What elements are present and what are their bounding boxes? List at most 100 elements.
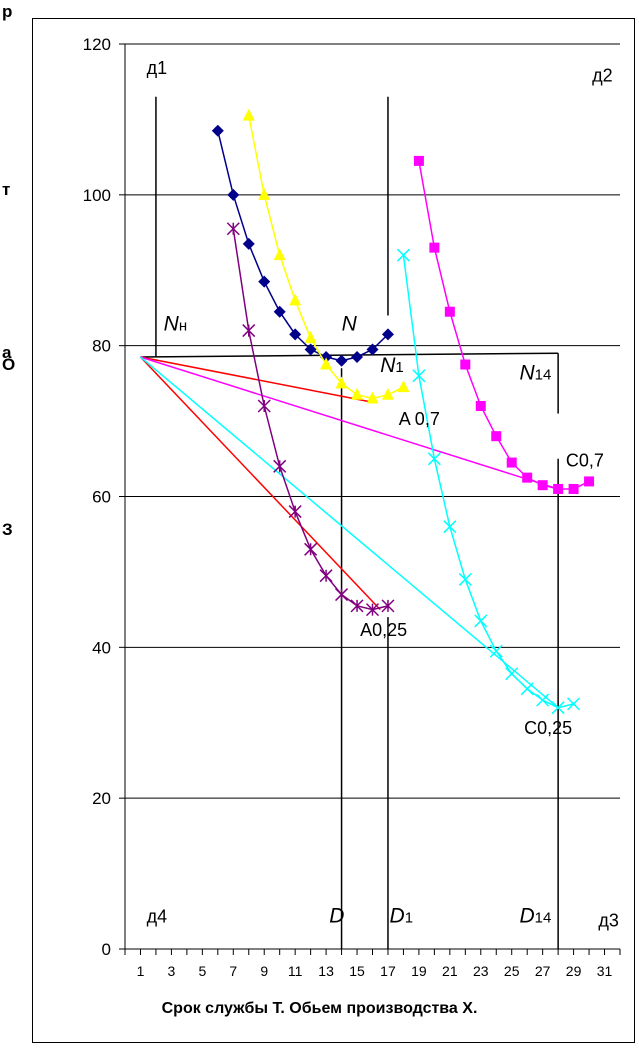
- y-tick-label: 80: [92, 337, 111, 356]
- data-point: [365, 603, 380, 617]
- annotation-label: A0,25: [360, 620, 407, 640]
- annotation-label: д4: [147, 907, 168, 927]
- data-point: [335, 376, 348, 389]
- data-point: [366, 391, 379, 404]
- x-tick-label: 29: [566, 963, 582, 979]
- annotation-label: D14: [519, 905, 551, 928]
- data-point: [226, 222, 240, 236]
- data-point: [381, 328, 394, 341]
- ray-line: [140, 356, 373, 403]
- chart-frame: [32, 18, 635, 1043]
- data-point: [413, 155, 424, 166]
- data-point: [522, 472, 533, 483]
- x-tick-label: 1: [137, 963, 145, 979]
- data-point: [273, 248, 286, 261]
- x-tick-label: 3: [168, 963, 176, 979]
- annotation-label: A 0,7: [399, 409, 440, 429]
- data-point: [350, 599, 364, 613]
- data-point: [474, 614, 488, 628]
- data-point: [536, 693, 550, 707]
- data-point: [458, 572, 472, 586]
- data-point: [257, 399, 271, 413]
- data-point: [258, 187, 271, 200]
- data-point: [335, 588, 349, 602]
- data-point: [242, 237, 255, 250]
- reference-line: [140, 352, 559, 358]
- annotation-label: д1: [147, 58, 168, 78]
- data-point: [396, 248, 410, 262]
- data-point: [289, 293, 302, 306]
- x-tick-label: 17: [380, 963, 396, 979]
- annotation-label: N14: [519, 362, 551, 385]
- y-axis-title-letter: т: [2, 180, 11, 199]
- data-point: [289, 328, 302, 341]
- data-point: [242, 324, 256, 338]
- annotation-label: д3: [598, 910, 619, 930]
- series-line: [217, 130, 389, 362]
- data-point: [412, 369, 426, 383]
- y-tick-label: 120: [83, 35, 111, 54]
- annotation-label: Nн: [164, 313, 187, 336]
- data-point: [460, 359, 471, 370]
- x-tick-label: 15: [349, 963, 365, 979]
- y-tick-label: 40: [92, 638, 111, 657]
- data-point: [335, 354, 348, 367]
- x-axis-title: Срок службы Т. Обьем производства Х.: [161, 1000, 478, 1017]
- y-axis-title-letter: а: [2, 343, 12, 362]
- x-tick-label: 21: [442, 963, 458, 979]
- data-point: [351, 387, 364, 400]
- x-tick-label: 19: [411, 963, 427, 979]
- y-tick-label: 60: [92, 488, 111, 507]
- data-point: [568, 483, 579, 494]
- annotation-label: C0,25: [524, 718, 572, 738]
- data-point: [444, 306, 455, 317]
- x-tick-label: 11: [288, 963, 303, 979]
- data-point: [351, 350, 364, 363]
- x-tick-label: 5: [198, 963, 206, 979]
- y-axis-title-letter: О: [2, 355, 16, 374]
- y-axis-title-letter: З: [2, 520, 13, 539]
- data-point: [273, 305, 286, 318]
- data-point: [227, 188, 240, 201]
- series-line: [402, 255, 574, 709]
- data-point: [273, 459, 287, 473]
- x-tick-label: 7: [229, 963, 237, 979]
- data-point: [397, 380, 410, 393]
- x-tick-label: 25: [504, 963, 520, 979]
- y-tick-label: 100: [83, 186, 111, 205]
- data-point: [304, 343, 317, 356]
- ray-line: [140, 356, 559, 490]
- data-point: [288, 505, 302, 519]
- data-point: [475, 401, 486, 411]
- series-line: [418, 160, 590, 490]
- data-point: [553, 483, 564, 494]
- data-point: [242, 108, 255, 121]
- y-tick-label: 0: [102, 940, 111, 959]
- x-tick-label: 9: [260, 963, 268, 979]
- data-point: [366, 343, 379, 356]
- data-point: [427, 452, 441, 466]
- annotation-label: C0,7: [566, 450, 604, 470]
- data-point: [304, 542, 318, 556]
- annotation-label: D1: [390, 905, 414, 928]
- x-tick-label: 13: [318, 963, 334, 979]
- data-point: [551, 701, 565, 715]
- ray-line: [139, 356, 381, 611]
- x-tick-label: 27: [535, 963, 551, 979]
- x-tick-label: 31: [597, 963, 613, 979]
- data-point: [567, 697, 581, 711]
- annotation-label: N1: [380, 354, 404, 377]
- ray-line: [139, 356, 559, 709]
- data-point: [381, 387, 394, 400]
- y-axis-title-letter: р: [2, 2, 13, 21]
- data-point: [506, 457, 517, 468]
- annotation-label: N: [342, 313, 358, 336]
- data-point: [381, 599, 395, 613]
- data-point: [429, 242, 440, 253]
- data-point: [584, 476, 595, 487]
- data-point: [443, 520, 457, 534]
- y-tick-label: 20: [92, 789, 111, 808]
- data-point: [258, 275, 271, 288]
- data-point: [304, 331, 317, 344]
